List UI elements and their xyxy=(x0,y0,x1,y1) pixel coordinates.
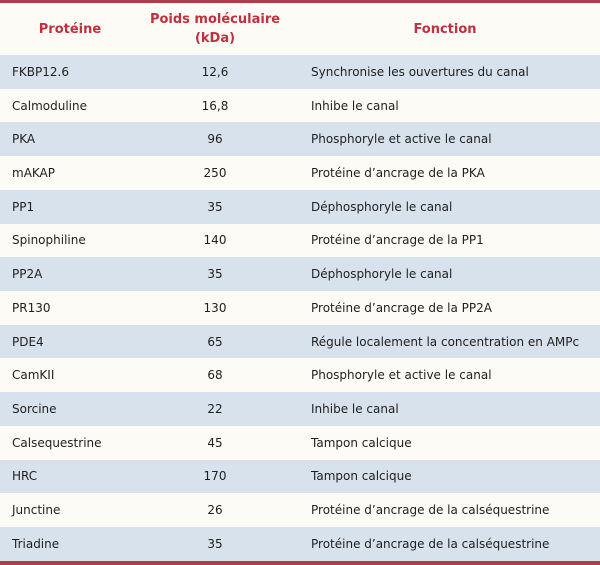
table-row: PP2A 35 Déphosphoryle le canal xyxy=(0,257,600,292)
weight-cell: 140 xyxy=(203,233,227,248)
function-cell: Tampon calcique xyxy=(311,469,412,484)
protein-cell: PP1 xyxy=(12,199,35,214)
table-row: PP1 35 Déphosphoryle le canal xyxy=(0,189,600,224)
protein-cell: CamKII xyxy=(12,368,55,383)
table-row: mAKAP 250 Protéine d’ancrage de la PKA xyxy=(0,156,600,190)
function-cell: Protéine d’ancrage de la calséquestrine xyxy=(311,503,550,518)
table-header: Protéine Poids moléculaire (kDa) Fonctio… xyxy=(0,3,600,55)
function-cell: Régule localement la concentration en AM… xyxy=(311,334,580,349)
function-cell: Protéine d’ancrage de la PP1 xyxy=(311,233,484,248)
weight-cell: 65 xyxy=(207,334,223,349)
function-cell: Déphosphoryle le canal xyxy=(311,267,453,282)
weight-cell: 250 xyxy=(203,166,227,181)
table-row: CamKII 68 Phosphoryle et active le canal xyxy=(0,358,600,393)
table-body: FKBP12.6 12,6 Synchronise les ouvertures… xyxy=(0,55,600,561)
table-row: PDE4 65 Régule localement la concentrati… xyxy=(0,324,600,359)
function-cell: Inhibe le canal xyxy=(311,402,399,417)
weight-cell: 16,8 xyxy=(201,98,229,113)
protein-cell: Junctine xyxy=(12,503,61,518)
function-cell: Inhibe le canal xyxy=(311,98,399,113)
table-row: Sorcine 22 Inhibe le canal xyxy=(0,392,600,426)
table-row: Spinophiline 140 Protéine d’ancrage de l… xyxy=(0,223,600,258)
header-function-label: Fonction xyxy=(413,21,477,37)
weight-cell: 12,6 xyxy=(201,64,229,79)
top-rule xyxy=(0,0,600,3)
table-row: Calsequestrine 45 Tampon calcique xyxy=(0,425,600,460)
header-protein: Protéine xyxy=(0,3,140,55)
table-row: Junctine 26 Protéine d’ancrage de la cal… xyxy=(0,493,600,528)
protein-cell: Sorcine xyxy=(12,402,57,417)
protein-cell: PKA xyxy=(12,132,36,147)
table-row: FKBP12.6 12,6 Synchronise les ouvertures… xyxy=(0,55,600,89)
header-weight: Poids moléculaire (kDa) xyxy=(140,3,290,55)
function-cell: Tampon calcique xyxy=(311,435,412,450)
table-row: PR130 130 Protéine d’ancrage de la PP2A xyxy=(0,291,600,325)
bottom-rule xyxy=(0,561,600,565)
weight-cell: 45 xyxy=(207,435,223,450)
function-cell: Synchronise les ouvertures du canal xyxy=(311,64,529,79)
function-cell: Phosphoryle et active le canal xyxy=(311,368,492,383)
weight-cell: 35 xyxy=(207,199,223,214)
function-cell: Protéine d’ancrage de la calséquestrine xyxy=(311,536,550,551)
header-weight-label: Poids moléculaire xyxy=(149,12,281,27)
function-cell: Protéine d’ancrage de la PP2A xyxy=(311,300,492,315)
protein-cell: PP2A xyxy=(12,267,43,282)
header-protein-label: Protéine xyxy=(38,21,102,37)
protein-cell: Spinophiline xyxy=(12,233,86,248)
table-row: PKA 96 Phosphoryle et active le canal xyxy=(0,122,600,157)
weight-cell: 35 xyxy=(207,536,223,551)
function-cell: Déphosphoryle le canal xyxy=(311,199,453,214)
weight-cell: 68 xyxy=(207,368,223,383)
protein-cell: Calmoduline xyxy=(12,98,87,113)
weight-cell: 35 xyxy=(207,267,223,282)
protein-cell: Calsequestrine xyxy=(12,435,102,450)
table-row: Triadine 35 Protéine d’ancrage de la cal… xyxy=(0,527,600,561)
weight-cell: 130 xyxy=(203,300,227,315)
table-row: HRC 170 Tampon calcique xyxy=(0,459,600,494)
header-weight-unit: (kDa) xyxy=(194,31,236,46)
function-cell: Protéine d’ancrage de la PKA xyxy=(311,166,485,181)
header-function: Fonction xyxy=(290,3,600,55)
protein-cell: Triadine xyxy=(12,536,60,551)
table-row: Calmoduline 16,8 Inhibe le canal xyxy=(0,88,600,123)
weight-cell: 96 xyxy=(207,132,223,147)
weight-cell: 22 xyxy=(207,402,223,417)
protein-cell: FKBP12.6 xyxy=(12,64,69,79)
function-cell: Phosphoryle et active le canal xyxy=(311,132,492,147)
weight-cell: 170 xyxy=(203,469,227,484)
protein-cell: mAKAP xyxy=(12,166,56,181)
protein-cell: PDE4 xyxy=(12,334,44,349)
protein-cell: PR130 xyxy=(12,300,51,315)
weight-cell: 26 xyxy=(207,503,223,518)
protein-cell: HRC xyxy=(12,469,38,484)
